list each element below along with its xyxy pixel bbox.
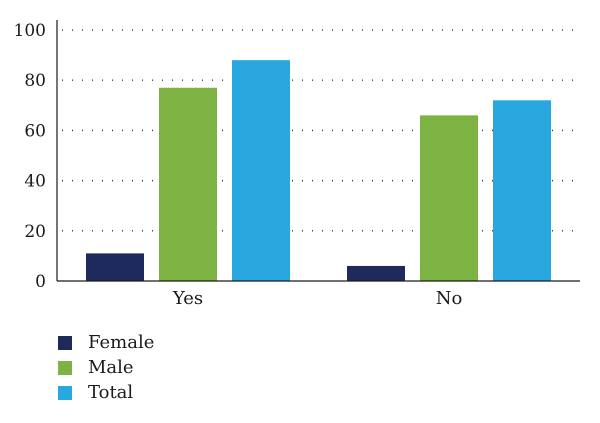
bars xyxy=(86,60,551,282)
legend-item-total: Total xyxy=(58,380,154,405)
y-tick-label-20: 20 xyxy=(24,222,46,242)
legend-swatch-male xyxy=(58,360,72,375)
bar-yes-male xyxy=(159,87,217,281)
legend-swatch-total xyxy=(58,385,72,400)
bar-yes-total xyxy=(232,60,290,282)
y-tick-label-100: 100 xyxy=(14,21,46,41)
y-tick-label-0: 0 xyxy=(35,272,46,292)
bar-no-female xyxy=(347,265,405,281)
y-tick-label-60: 60 xyxy=(24,121,46,141)
legend-label-male: Male xyxy=(88,357,134,378)
bar-no-total xyxy=(493,100,551,281)
y-axis-ticks: 0 20 40 60 80 100 xyxy=(14,21,46,292)
x-tick-label-yes: Yes xyxy=(172,288,203,309)
bar-yes-female xyxy=(86,253,144,281)
y-tick-label-80: 80 xyxy=(24,71,46,91)
legend-item-female: Female xyxy=(58,330,154,355)
x-axis-labels: Yes No xyxy=(172,288,462,309)
legend-label-total: Total xyxy=(88,382,134,403)
bar-no-male xyxy=(420,115,478,281)
bar-chart: 0 20 40 60 80 100 Yes No xyxy=(14,20,580,309)
legend: Female Male Total xyxy=(58,330,154,405)
y-tick-label-40: 40 xyxy=(24,172,46,192)
legend-swatch-female xyxy=(58,335,72,350)
x-tick-label-no: No xyxy=(436,288,463,309)
legend-label-female: Female xyxy=(88,332,155,353)
legend-item-male: Male xyxy=(58,355,154,380)
